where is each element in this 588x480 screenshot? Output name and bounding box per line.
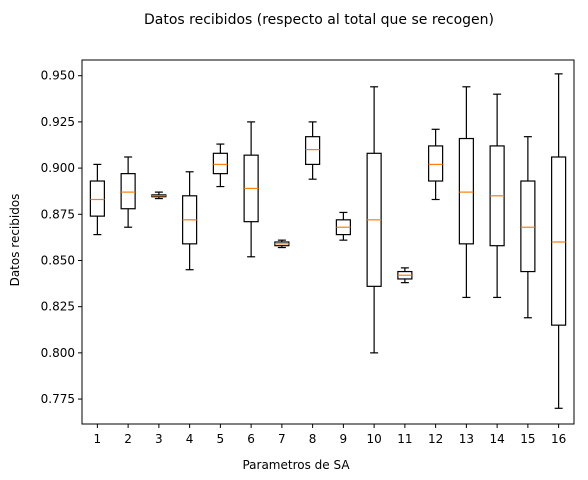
x-tick-label: 9	[340, 432, 348, 446]
y-tick-label: 0.950	[41, 69, 75, 83]
iqr-box	[120, 173, 136, 210]
x-tick-label: 12	[428, 432, 443, 446]
iqr-box	[520, 180, 536, 273]
x-tick-label: 4	[186, 432, 194, 446]
y-tick-label: 0.875	[41, 207, 75, 221]
iqr-box	[551, 156, 567, 326]
iqr-box	[305, 136, 321, 165]
x-tick-label: 10	[366, 432, 381, 446]
y-tick-label: 0.800	[41, 346, 75, 360]
x-tick-label: 11	[397, 432, 412, 446]
y-tick-label: 0.925	[41, 115, 75, 129]
iqr-box	[428, 145, 444, 182]
x-tick-label: 8	[309, 432, 317, 446]
plot-frame	[81, 59, 575, 425]
x-tick-label: 13	[459, 432, 474, 446]
y-axis-label: Datos recibidos	[8, 194, 22, 287]
x-tick-label: 15	[520, 432, 535, 446]
x-axis-label: Parametros de SA	[242, 458, 350, 472]
x-tick-label: 7	[278, 432, 286, 446]
x-tick-label: 14	[489, 432, 504, 446]
y-tick-label: 0.900	[41, 161, 75, 175]
iqr-box	[458, 137, 474, 245]
iqr-box	[212, 152, 228, 175]
x-tick-label: 1	[94, 432, 102, 446]
x-tick-label: 5	[217, 432, 225, 446]
plot-area: 0.775 0.800 0.825 0.850 0.875 0.900 0.925 0.950…	[41, 59, 575, 446]
y-tick-label: 0.850	[41, 253, 75, 267]
y-tick-label: 0.775	[41, 392, 75, 406]
chart-title: Datos recibidos (respecto al total que s…	[144, 12, 494, 28]
x-tick-label: 6	[247, 432, 255, 446]
y-tick-label: 0.825	[41, 300, 75, 314]
x-tick-label: 16	[551, 432, 566, 446]
x-tick-label: 3	[155, 432, 163, 446]
x-tick-label: 2	[124, 432, 132, 446]
iqr-box	[89, 180, 105, 217]
